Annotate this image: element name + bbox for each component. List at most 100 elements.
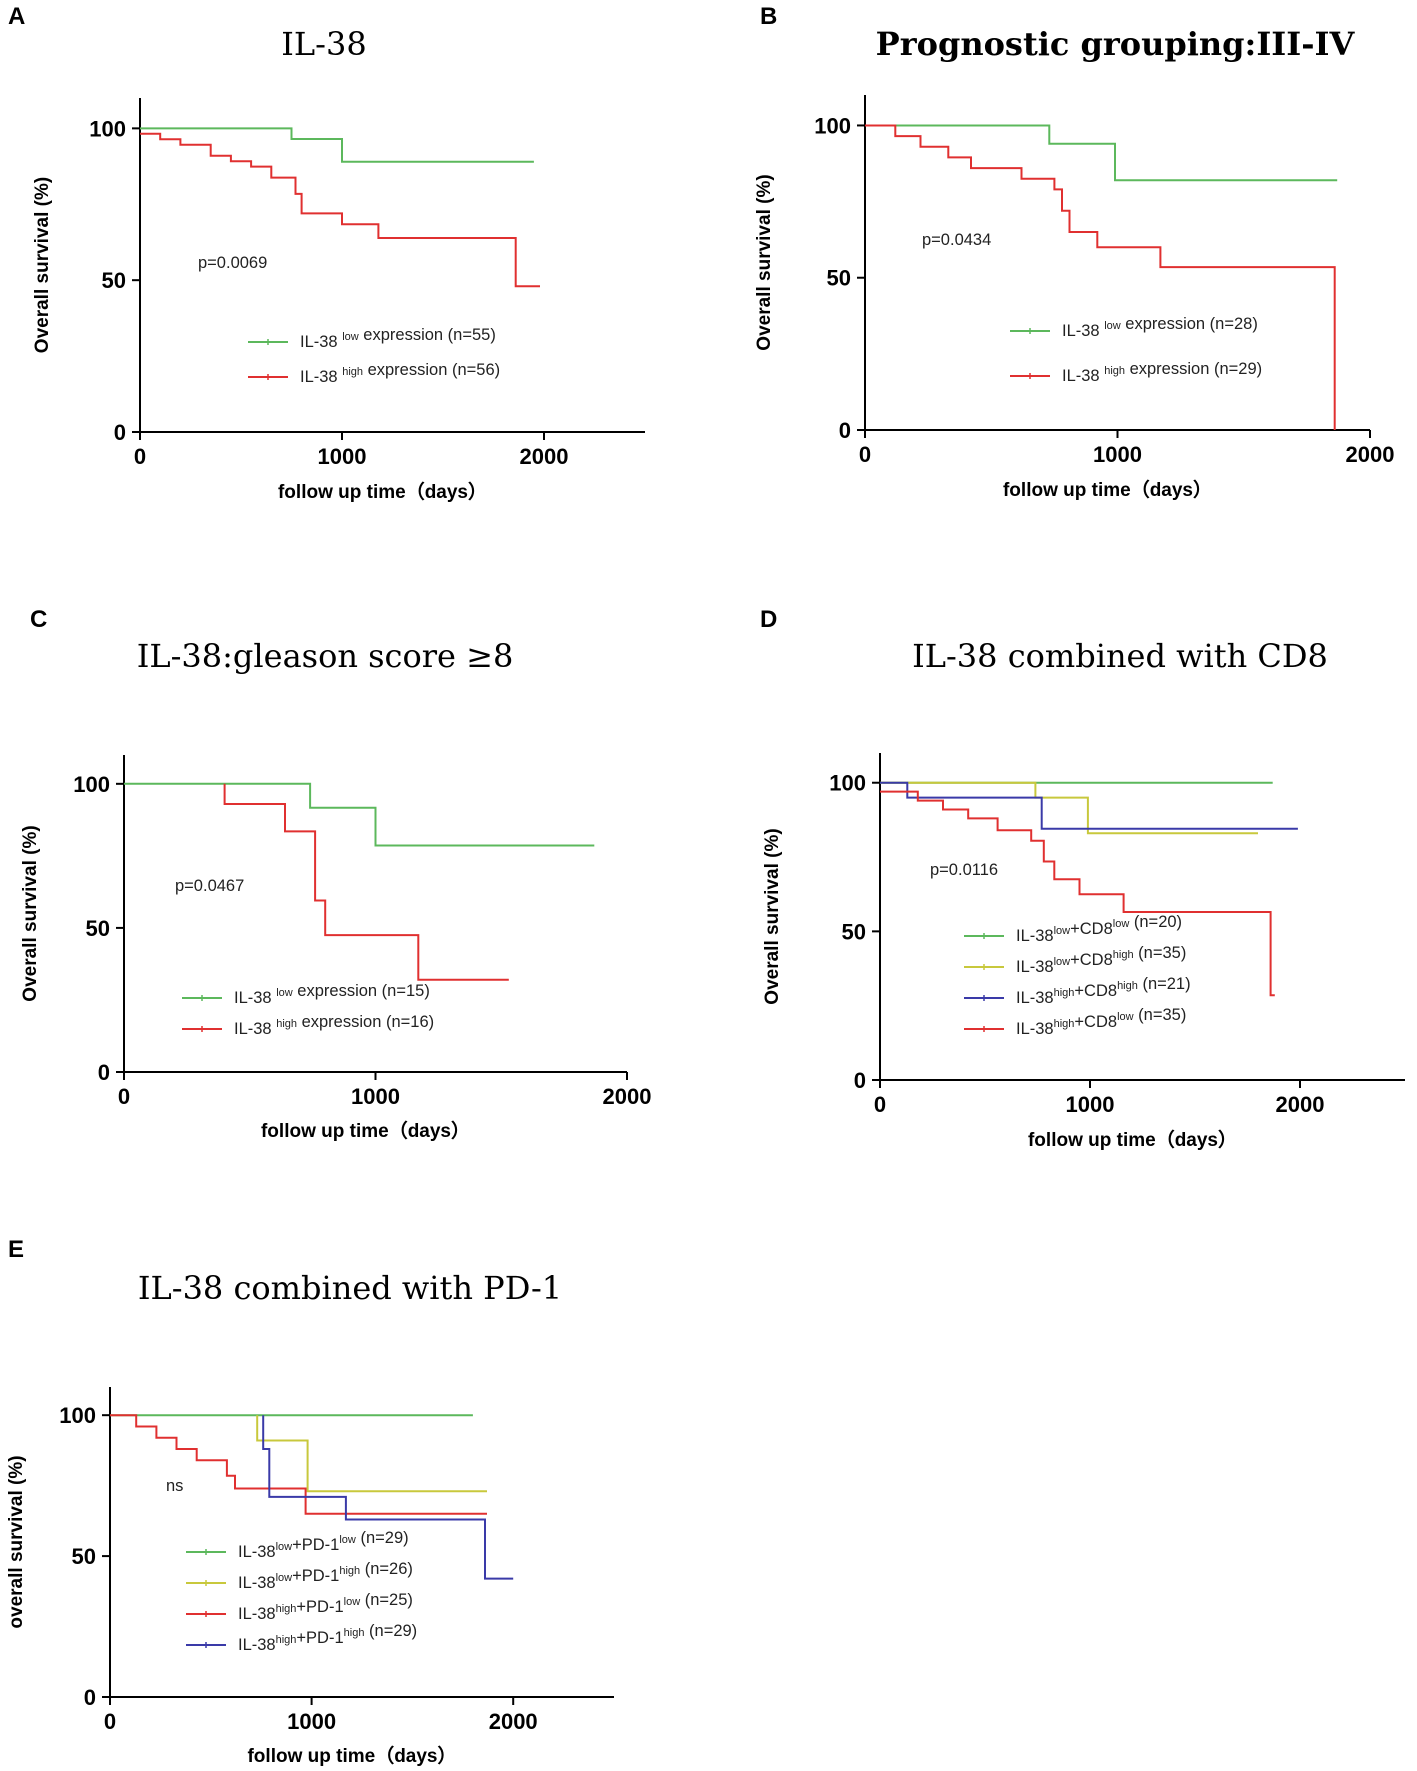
legend-entry: IL-38high+CD8high (n=21)	[1016, 975, 1191, 1007]
legend-text-part: IL-38	[234, 1020, 276, 1038]
legend-text-part: +PD-1	[292, 1567, 339, 1585]
survival-curve-1	[140, 127, 534, 163]
x-axis-label: follow up time（days）	[247, 1744, 456, 1767]
legend-entry: IL-38 low expression (n=55)	[300, 326, 496, 351]
p-value: p=0.0069	[198, 254, 267, 272]
legend-entry: IL-38low+CD8low (n=20)	[1016, 913, 1182, 945]
y-axis-label: overall survival (%)	[6, 1455, 27, 1628]
legend-superscript: low	[1113, 918, 1130, 930]
legend-entry: IL-38high+PD-1high (n=29)	[238, 1622, 417, 1654]
x-tick-label: 2000	[1346, 442, 1395, 467]
x-tick-label: 0	[118, 1084, 130, 1109]
legend-text-part: IL-38	[1062, 367, 1104, 385]
legend-text-part: IL-38	[238, 1605, 276, 1623]
legend-text-part: (n=21)	[1138, 975, 1191, 993]
x-tick-label: 1000	[287, 1709, 336, 1734]
survival-curve-1	[865, 124, 1338, 182]
legend-entry: IL-38low+PD-1low (n=29)	[238, 1529, 409, 1561]
y-tick-label: 0	[84, 1685, 96, 1710]
legend-superscript: high	[276, 1603, 297, 1615]
legend-entry: IL-38high+PD-1low (n=25)	[238, 1591, 413, 1623]
panel-letter: C	[30, 606, 47, 633]
legend-text-part: +PD-1	[292, 1536, 339, 1554]
legend-superscript: high	[276, 1018, 297, 1030]
y-tick-label: 100	[59, 1403, 96, 1428]
legend-text-part: IL-38	[1016, 958, 1054, 976]
legend-text-part: +CD8	[1074, 1013, 1117, 1031]
panel-letter: D	[760, 606, 777, 633]
y-tick-label: 100	[829, 771, 866, 796]
chart-title: IL-38:gleason score ≥8	[137, 637, 514, 675]
survival-curve-2	[865, 124, 1336, 430]
survival-curve-1	[124, 782, 595, 847]
legend-superscript: high	[342, 366, 363, 378]
panel-letter: A	[8, 3, 25, 30]
legend-superscript: high	[1104, 365, 1125, 377]
legend-text-part: +PD-1	[296, 1598, 343, 1616]
survival-curve-2	[140, 132, 540, 288]
legend-superscript: high	[339, 1565, 360, 1577]
legend-text-part: expression (n=16)	[297, 1013, 434, 1031]
y-axis-label: Overall survival (%)	[32, 177, 53, 353]
x-tick-label: 1000	[318, 444, 367, 469]
y-tick-label: 0	[839, 418, 851, 443]
legend-superscript: high	[1054, 1018, 1075, 1030]
chart-title: Prognostic grouping:III-IV	[876, 25, 1356, 63]
y-tick-label: 50	[827, 266, 851, 291]
legend-text-part: expression (n=56)	[363, 361, 500, 379]
legend-superscript: high	[276, 1634, 297, 1646]
x-axis-label: follow up time（days）	[1028, 1128, 1237, 1151]
panel-letter: B	[760, 3, 777, 30]
legend-superscript: low	[1104, 320, 1121, 332]
p-value: ns	[166, 1477, 183, 1495]
panel-letter: E	[8, 1236, 24, 1263]
legend-text-part: (n=35)	[1134, 1006, 1187, 1024]
chart-title: IL-38	[281, 25, 366, 63]
x-axis-label: follow up time（days）	[278, 480, 487, 503]
x-tick-label: 0	[859, 442, 871, 467]
legend-entry: IL-38 high expression (n=56)	[300, 361, 500, 386]
legend-text-part: expression (n=28)	[1121, 315, 1258, 333]
x-tick-label: 1000	[1066, 1092, 1115, 1117]
legend-superscript: high	[1117, 980, 1138, 992]
legend-text-part: (n=25)	[360, 1591, 413, 1609]
legend-text-part: +CD8	[1074, 982, 1117, 1000]
legend-text-part: +CD8	[1070, 920, 1113, 938]
legend-superscript: low	[342, 331, 359, 343]
legend-text-part: IL-38	[238, 1636, 276, 1654]
x-axis-label: follow up time（days）	[1003, 478, 1212, 501]
legend-text-part: expression (n=15)	[293, 982, 430, 1000]
y-tick-label: 50	[86, 916, 110, 941]
chart-title: IL-38 combined with CD8	[912, 637, 1328, 675]
legend-text-part: (n=29)	[356, 1529, 409, 1547]
survival-curve-3	[880, 781, 1298, 830]
y-tick-label: 100	[814, 113, 851, 138]
x-tick-label: 2000	[520, 444, 569, 469]
y-tick-label: 0	[98, 1060, 110, 1085]
y-tick-label: 50	[72, 1544, 96, 1569]
survival-curve-4	[880, 790, 1275, 997]
legend-text-part: +CD8	[1070, 951, 1113, 969]
y-axis-label: Overall survival (%)	[754, 174, 775, 350]
x-axis-label: follow up time（days）	[261, 1119, 470, 1142]
legend-text-part: IL-38	[1016, 1020, 1054, 1038]
legend-superscript: low	[1054, 925, 1071, 937]
legend-entry: IL-38 high expression (n=16)	[234, 1013, 434, 1038]
y-tick-label: 50	[842, 919, 866, 944]
y-axis-label: Overall survival (%)	[20, 825, 41, 1001]
x-tick-label: 2000	[489, 1709, 538, 1734]
legend-superscript: low	[276, 987, 293, 999]
legend-superscript: low	[344, 1596, 361, 1608]
chart-title: IL-38 combined with PD-1	[138, 1269, 562, 1307]
y-tick-label: 50	[102, 268, 126, 293]
legend-text-part: expression (n=29)	[1125, 360, 1262, 378]
legend-text-part: IL-38	[1016, 927, 1054, 945]
survival-curve-3	[110, 1414, 487, 1515]
survival-curve-4	[262, 1415, 514, 1580]
x-tick-label: 0	[134, 444, 146, 469]
legend-superscript: high	[1054, 987, 1075, 999]
legend-text-part: (n=20)	[1129, 913, 1182, 931]
